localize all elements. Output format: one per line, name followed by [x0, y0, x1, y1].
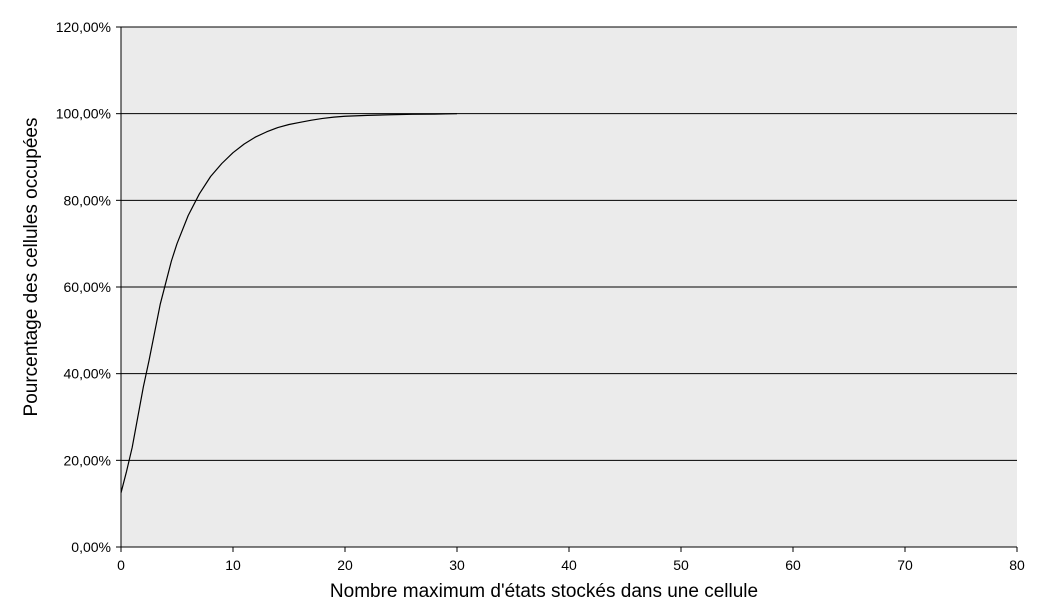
x-tick-label: 80 — [1009, 557, 1025, 573]
x-tick-label: 60 — [785, 557, 801, 573]
x-tick-label: 70 — [897, 557, 913, 573]
y-tick-label: 120,00% — [56, 19, 111, 35]
series-layer — [120, 113, 458, 493]
axes — [116, 26, 1018, 552]
x-tick-label: 0 — [117, 557, 125, 573]
y-tick-label: 80,00% — [64, 192, 111, 208]
y-tick-label: 20,00% — [64, 452, 111, 468]
series-line-0 — [120, 113, 458, 493]
x-tick-label: 50 — [673, 557, 689, 573]
y-tick-label: 100,00% — [56, 106, 111, 122]
y-axis-label: Pourcentage des cellules occupées — [21, 118, 42, 417]
y-tick-label: 60,00% — [64, 279, 111, 295]
y-tick-label: 40,00% — [64, 366, 111, 382]
x-axis-label: Nombre maximum d'états stockés dans une … — [330, 581, 758, 602]
y-tick-label: 0,00% — [71, 539, 111, 555]
gridlines — [121, 26, 1017, 461]
x-tick-label: 10 — [225, 557, 241, 573]
x-tick-label: 20 — [337, 557, 353, 573]
tick-labels: 0,00% 20,00% 40,00% 60,00% 80,00% 100,00% 120,… — [56, 19, 1025, 573]
x-tick-label: 40 — [561, 557, 577, 573]
x-tick-label: 30 — [449, 557, 465, 573]
